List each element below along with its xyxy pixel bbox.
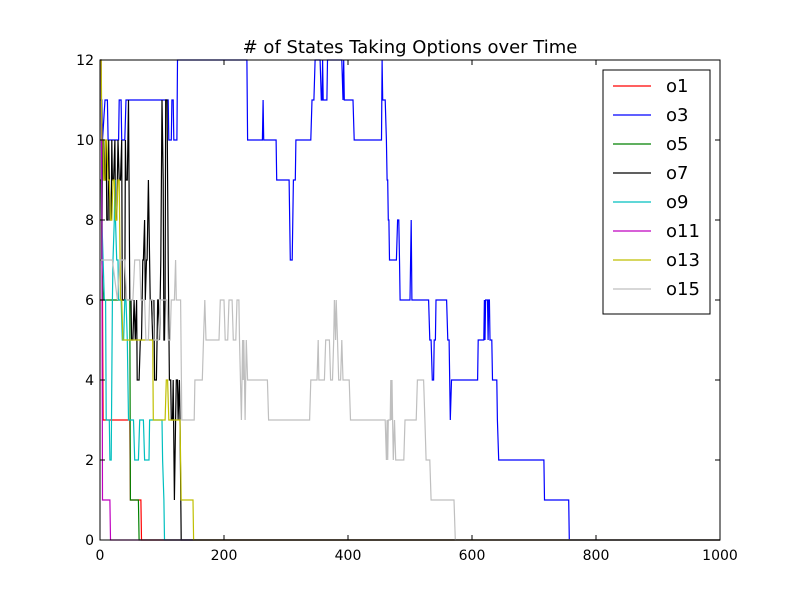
x-tick-label: 600 bbox=[459, 548, 486, 564]
legend-label-o11: o11 bbox=[666, 221, 700, 242]
y-tick-label: 12 bbox=[76, 53, 94, 69]
legend-box bbox=[602, 69, 711, 315]
y-tick-label: 0 bbox=[85, 533, 94, 549]
x-tick-label: 400 bbox=[335, 548, 362, 564]
x-tick-label: 800 bbox=[583, 548, 610, 564]
y-axis: 0 2 4 6 8 10 12 bbox=[76, 53, 720, 549]
x-tick-label: 0 bbox=[96, 548, 105, 564]
series-line-o13 bbox=[100, 59, 720, 541]
y-tick-label: 6 bbox=[85, 293, 94, 309]
legend-label-o7: o7 bbox=[666, 163, 688, 184]
x-axis: 0 200 400 600 800 1000 bbox=[96, 60, 738, 564]
legend-label-o5: o5 bbox=[666, 134, 688, 155]
legend-label-o13: o13 bbox=[666, 250, 700, 271]
y-tick-label: 10 bbox=[76, 133, 94, 149]
chart-title: # of States Taking Options over Time bbox=[243, 37, 578, 58]
legend-label-o15: o15 bbox=[666, 279, 700, 300]
y-tick-label: 4 bbox=[85, 373, 94, 389]
legend: o1 o3 o5 o7 o9 o11 o13 o15 bbox=[602, 69, 711, 315]
legend-label-o1: o1 bbox=[666, 76, 688, 97]
legend-label-o3: o3 bbox=[666, 105, 688, 126]
y-tick-label: 8 bbox=[85, 213, 94, 229]
x-tick-label: 1000 bbox=[702, 548, 738, 564]
x-tick-label: 200 bbox=[211, 548, 238, 564]
series-line-o15 bbox=[100, 259, 720, 541]
legend-label-o9: o9 bbox=[666, 192, 688, 213]
y-tick-label: 2 bbox=[85, 453, 94, 469]
